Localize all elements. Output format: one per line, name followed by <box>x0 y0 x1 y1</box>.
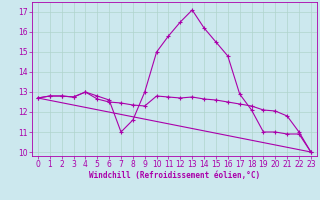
X-axis label: Windchill (Refroidissement éolien,°C): Windchill (Refroidissement éolien,°C) <box>89 171 260 180</box>
